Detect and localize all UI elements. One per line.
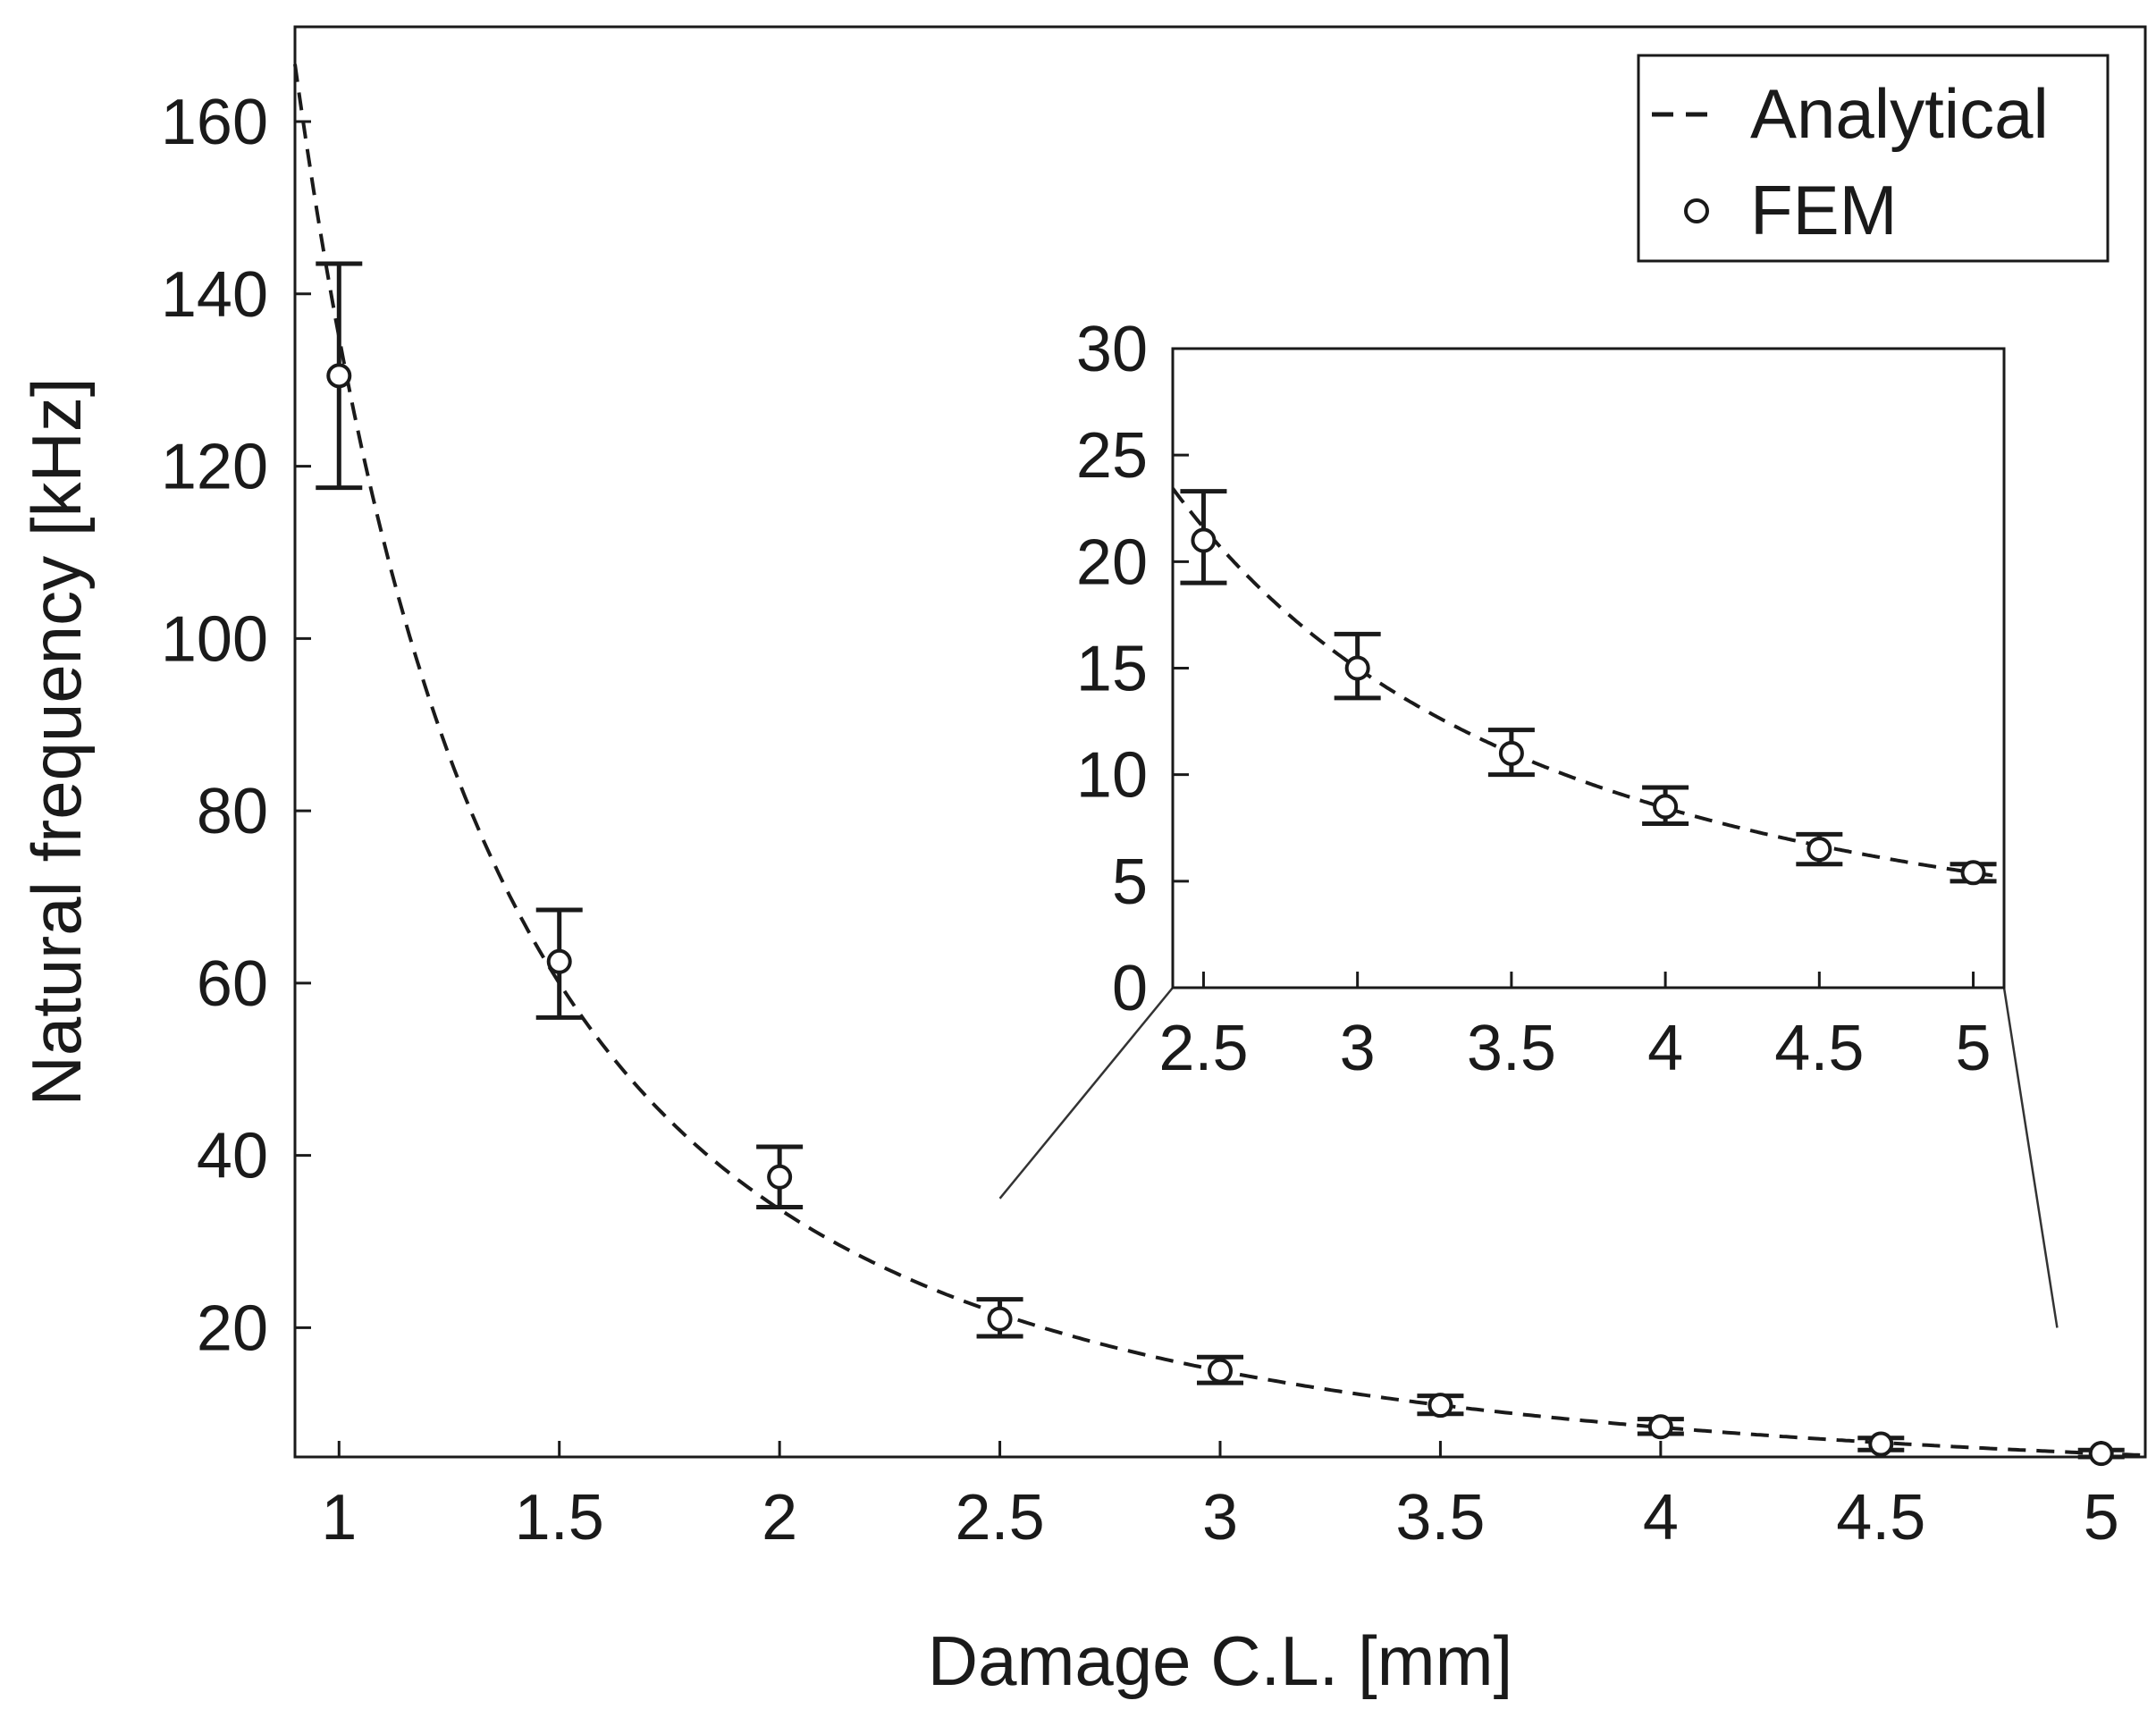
y-axis-title: Natural frequency [kHz]: [17, 377, 96, 1106]
legend-fem-label: FEM: [1750, 171, 1898, 249]
inset-x-tick-label: 3: [1340, 1013, 1376, 1084]
main-y-tick-label: 120: [161, 432, 268, 503]
main-x-tick-label: 4.5: [1836, 1482, 1925, 1553]
inset-fem-marker: [1806, 837, 1832, 863]
main-x-tick-label: 1: [321, 1482, 357, 1553]
inset-fem-point: [1487, 728, 1535, 778]
inset-analytical-layer: [1171, 487, 2005, 880]
zoom-connector-right: [2002, 987, 2059, 1328]
main-fem-point: [535, 907, 583, 1020]
inset-x-tick-label: 4.5: [1774, 1013, 1864, 1084]
main-x-tick-label: 3.5: [1395, 1482, 1485, 1553]
main-fem-marker: [1428, 1393, 1453, 1419]
main-fem-point: [1197, 1354, 1243, 1385]
main-fem-marker: [2088, 1441, 2114, 1467]
legend-box: [1637, 54, 2110, 263]
main-x-tick-label: 3: [1202, 1482, 1238, 1553]
inset-fem-point: [1180, 489, 1227, 585]
legend-fem-swatch: [1684, 198, 1709, 223]
inset-x-tick-label: 3.5: [1467, 1013, 1556, 1084]
inset-fem-layer: [1180, 489, 1997, 886]
inset-fem-marker: [1653, 794, 1679, 820]
inset-x-tick-label: 5: [1956, 1013, 1992, 1084]
inset-x-tick-label: 2.5: [1158, 1013, 1248, 1084]
main-x-tick-label: 2.5: [956, 1482, 1045, 1553]
x-axis-title: Damage C.L. [mm]: [928, 1621, 1513, 1700]
main-y-tick-label: 60: [197, 948, 268, 1020]
main-fem-point: [2077, 1441, 2125, 1467]
main-fem-marker: [1647, 1414, 1673, 1440]
main-fem-marker: [326, 363, 352, 389]
zoom-connector-left: [998, 987, 1174, 1200]
main-x-tick-label: 2: [762, 1482, 797, 1553]
main-y-tick-label: 40: [197, 1121, 268, 1192]
main-fem-marker: [1868, 1431, 1894, 1457]
main-fem-point: [976, 1297, 1023, 1339]
inset-fem-marker: [1498, 740, 1524, 766]
main-y-tick-label: 20: [197, 1292, 268, 1364]
main-fem-marker: [767, 1164, 793, 1190]
inset-analytical-line: [1171, 487, 2005, 880]
main-y-tick-label: 80: [197, 776, 268, 847]
inset-y-tick-label: 5: [1112, 846, 1148, 918]
inset-fem-point: [1950, 860, 1997, 886]
main-fem-marker: [1208, 1358, 1233, 1384]
main-x-tick-label: 1.5: [515, 1482, 604, 1553]
main-x-tick-label: 5: [2084, 1482, 2119, 1553]
inset-y-tick-label: 20: [1076, 526, 1148, 598]
inset-fem-marker: [1344, 655, 1370, 681]
inset-y-tick-label: 30: [1076, 314, 1148, 385]
legend-analytical-label: Analytical: [1750, 74, 2049, 153]
main-y-tick-label: 140: [161, 259, 268, 331]
main-y-tick-label: 160: [161, 87, 268, 158]
main-y-tick-label: 100: [161, 603, 268, 675]
main-fem-layer: [316, 261, 2125, 1467]
main-fem-point: [1417, 1393, 1464, 1419]
main-fem-marker: [987, 1306, 1013, 1332]
main-fem-point: [756, 1144, 804, 1209]
inset-axis-ticks: 2.5 3 3.5 4 4.5 5 0 5 10 15 20 25 30: [1076, 314, 1992, 1084]
main-fem-point: [1857, 1431, 1905, 1457]
inset-x-tick-label: 4: [1647, 1013, 1683, 1084]
inset-fem-point: [1334, 631, 1381, 701]
inset-fem-marker: [1191, 527, 1217, 553]
main-fem-marker: [546, 948, 572, 974]
inset-fem-marker: [1960, 860, 1986, 886]
inset-background: [1171, 347, 2006, 989]
inset-fem-point: [1796, 831, 1843, 867]
inset-y-tick-label: 10: [1076, 740, 1148, 812]
main-fem-point: [316, 261, 363, 491]
inset-fem-point: [1642, 785, 1689, 826]
inset-y-tick-label: 15: [1076, 634, 1148, 705]
main-x-tick-label: 4: [1643, 1482, 1679, 1553]
inset-y-tick-label: 25: [1076, 420, 1148, 492]
legend: Analytical FEM: [1637, 54, 2110, 263]
inset-y-tick-label: 0: [1112, 953, 1148, 1024]
main-fem-point: [1637, 1414, 1684, 1440]
